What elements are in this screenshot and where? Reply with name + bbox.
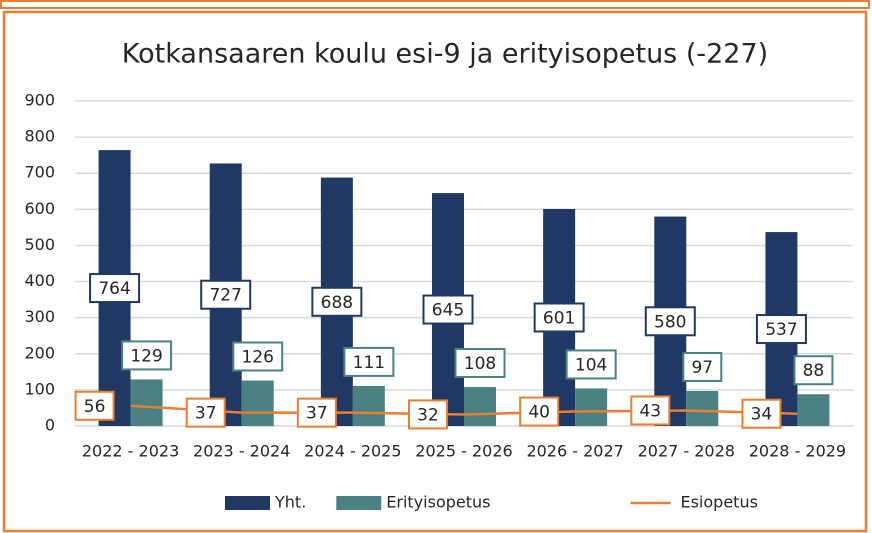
y-tick-label: 600 — [24, 199, 55, 218]
data-label-box — [741, 398, 782, 429]
data-label: 34 — [751, 405, 773, 425]
y-tick-label: 800 — [24, 127, 55, 146]
bar — [241, 380, 274, 426]
y-tick-label: 500 — [24, 235, 55, 254]
data-label: 111 — [353, 353, 385, 373]
data-label-box — [755, 314, 807, 345]
bar — [130, 379, 163, 426]
data-label: 126 — [241, 348, 273, 368]
y-tick-label: 700 — [24, 163, 55, 182]
data-label-box — [422, 294, 474, 325]
data-label: 56 — [84, 397, 106, 417]
y-tick-label: 200 — [24, 343, 55, 362]
data-label: 108 — [464, 354, 496, 374]
data-label: 97 — [691, 358, 713, 378]
data-label: 645 — [432, 301, 464, 321]
data-label-box — [565, 349, 617, 380]
chart-title: Kotkansaaren koulu esi-9 ja erityisopetu… — [122, 39, 768, 70]
x-tick-label: 2024 - 2025 — [304, 442, 401, 461]
data-label-box — [630, 395, 671, 426]
x-tick-label: 2027 - 2028 — [638, 442, 735, 461]
legend-swatch — [336, 496, 382, 510]
data-label-box — [343, 346, 395, 377]
data-label-box — [454, 348, 506, 378]
data-label: 537 — [765, 320, 797, 340]
data-label: 40 — [528, 403, 550, 423]
x-tick-label: 2022 - 2023 — [82, 442, 179, 461]
line — [130, 404, 798, 416]
bar — [686, 390, 719, 426]
y-tick-label: 400 — [24, 271, 55, 290]
legend-label: Esiopetus — [680, 493, 757, 512]
data-label: 104 — [575, 355, 607, 375]
data-label-box — [185, 397, 226, 428]
data-label: 129 — [130, 346, 162, 366]
data-label: 688 — [321, 293, 353, 313]
data-label-box — [793, 355, 834, 386]
data-label-box — [89, 273, 141, 304]
y-tick-label: 900 — [24, 91, 55, 110]
data-label-box — [296, 397, 337, 428]
data-label-box — [644, 306, 696, 337]
data-label-box — [311, 286, 363, 317]
data-label-box — [533, 302, 585, 333]
y-tick-label: 0 — [45, 416, 55, 435]
data-label: 764 — [98, 279, 130, 299]
bar — [352, 385, 385, 426]
x-tick-label: 2025 - 2026 — [415, 442, 512, 461]
data-label: 727 — [209, 286, 241, 306]
bar — [797, 394, 830, 426]
data-label-box — [232, 341, 284, 372]
bar — [464, 387, 496, 426]
data-label-box — [200, 279, 252, 310]
data-label-box — [519, 396, 560, 427]
legend-label: Erityisopetus — [386, 493, 490, 512]
y-tick-label: 100 — [24, 379, 55, 398]
data-label: 43 — [639, 401, 661, 421]
data-label: 88 — [803, 361, 825, 381]
data-label: 580 — [654, 312, 686, 332]
x-tick-label: 2023 - 2024 — [193, 442, 290, 461]
bar — [575, 388, 608, 426]
data-label-box — [74, 390, 115, 421]
data-label-box — [121, 340, 173, 371]
data-label: 601 — [543, 308, 575, 328]
data-label-box — [682, 351, 723, 382]
y-tick-label: 300 — [24, 307, 55, 326]
legend-swatch — [225, 496, 270, 510]
legend-label: Yht. — [274, 493, 306, 512]
x-tick-label: 2026 - 2027 — [526, 442, 623, 461]
data-label-box — [408, 399, 448, 430]
data-label: 37 — [306, 404, 328, 424]
data-label: 32 — [417, 405, 439, 425]
top-frame — [0, 0, 870, 9]
x-tick-label: 2028 - 2029 — [749, 442, 846, 461]
data-label: 37 — [195, 404, 217, 424]
